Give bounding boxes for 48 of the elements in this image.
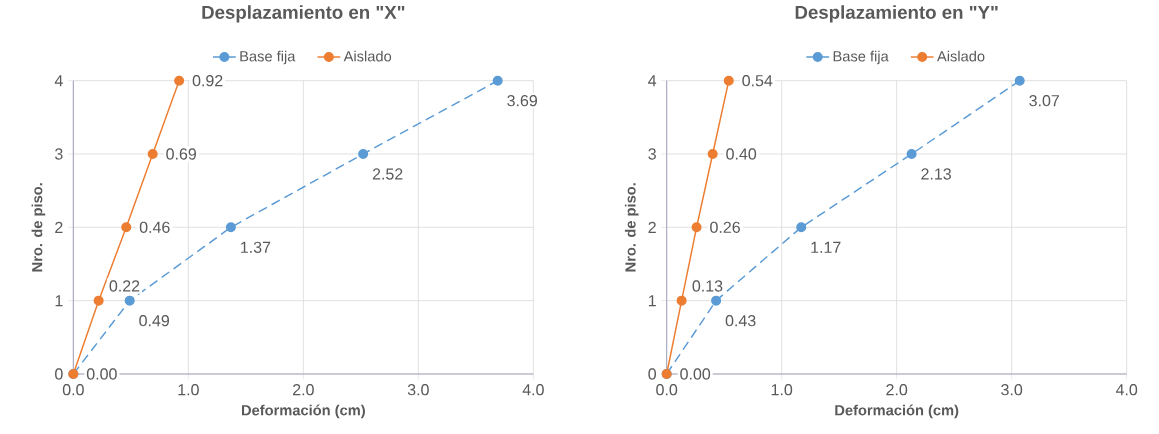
legend-label: Aislado bbox=[343, 50, 392, 62]
chart-title: Desplazamiento en "X" bbox=[202, 5, 405, 23]
annotation: 1.37 bbox=[241, 241, 271, 253]
x-tick-label: 1.0 bbox=[178, 384, 199, 396]
annotation: 0.43 bbox=[725, 315, 756, 327]
x-tick-label: 3.0 bbox=[407, 384, 429, 396]
y-tick-label: 1 bbox=[55, 295, 63, 307]
annotation: 0.40 bbox=[726, 148, 757, 160]
annotation: 0.92 bbox=[192, 75, 223, 87]
y-axis-title: Nro. de piso. bbox=[624, 183, 639, 272]
y-tick-label: 1 bbox=[648, 295, 656, 307]
annotation: 1.17 bbox=[811, 241, 841, 253]
y-tick-label: 0 bbox=[648, 368, 657, 380]
y-tick-label: 2 bbox=[648, 221, 656, 233]
x-tick-label: 2.0 bbox=[293, 384, 314, 396]
x-tick-label: 4.0 bbox=[522, 384, 544, 396]
y-tick-label: 3 bbox=[648, 148, 656, 160]
legend-label: Base fija bbox=[240, 50, 296, 65]
x-tick-label: 4.0 bbox=[1115, 384, 1138, 396]
y-axis-title: Nro. de piso. bbox=[31, 183, 46, 272]
annotation: 0.26 bbox=[710, 221, 740, 233]
annotation: 3.69 bbox=[507, 95, 537, 107]
annotation: 0.46 bbox=[139, 221, 170, 233]
y-tick-label: 4 bbox=[54, 75, 63, 87]
x-tick-label: 2.0 bbox=[886, 384, 908, 396]
x-tick-label: 0.0 bbox=[656, 384, 678, 396]
x-tick-label: 3.0 bbox=[1001, 384, 1023, 396]
y-tick-label: 4 bbox=[648, 75, 657, 87]
annotation: 3.07 bbox=[1029, 95, 1059, 107]
annotation: 0.54 bbox=[742, 75, 773, 87]
legend-label: Aislado bbox=[936, 50, 985, 62]
annotation: 0.69 bbox=[166, 148, 196, 160]
y-tick-label: 0 bbox=[55, 368, 63, 380]
x-tick-label: 1.0 bbox=[771, 384, 793, 396]
annotation: 0.13 bbox=[692, 280, 723, 292]
legend-label: Base fija bbox=[833, 50, 889, 65]
annotation: 0.00 bbox=[86, 368, 117, 380]
x-axis-title: Deformación (cm) bbox=[835, 404, 959, 419]
x-tick-label: 0.0 bbox=[62, 384, 84, 396]
y-tick-label: 3 bbox=[55, 148, 63, 160]
annotation: 2.52 bbox=[372, 168, 403, 180]
annotation: 0.49 bbox=[139, 315, 169, 327]
annotation: 0.00 bbox=[680, 368, 711, 380]
annotation: 0.22 bbox=[109, 280, 140, 292]
chart-title: Desplazamiento en "Y" bbox=[795, 5, 998, 23]
y-tick-label: 2 bbox=[55, 221, 63, 233]
annotation: 2.13 bbox=[921, 168, 951, 180]
x-axis-title: Deformación (cm) bbox=[241, 404, 365, 419]
